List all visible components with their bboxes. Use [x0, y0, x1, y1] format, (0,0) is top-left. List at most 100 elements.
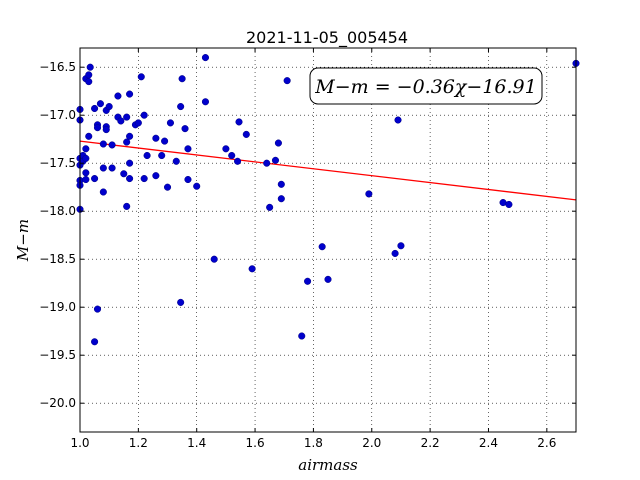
- data-point: [365, 190, 373, 198]
- data-point: [123, 113, 131, 121]
- data-point: [277, 180, 285, 188]
- data-point: [234, 157, 242, 165]
- x-tick-label: 2.4: [479, 436, 498, 450]
- data-point: [304, 277, 312, 285]
- data-point: [117, 117, 125, 125]
- data-point: [82, 169, 90, 177]
- data-point: [126, 159, 134, 167]
- data-point: [172, 157, 180, 165]
- data-point: [96, 100, 104, 108]
- data-point: [85, 71, 93, 79]
- x-tick-label: 1.2: [129, 436, 148, 450]
- data-point: [91, 104, 99, 113]
- data-point: [85, 78, 93, 86]
- x-tick-label: 2.0: [362, 436, 381, 450]
- y-tick-label: −19.0: [39, 300, 76, 314]
- data-point: [177, 103, 185, 111]
- data-point: [242, 130, 250, 138]
- data-point: [126, 175, 134, 183]
- data-point: [140, 175, 148, 183]
- data-point: [177, 298, 185, 306]
- y-tick-label: −19.5: [39, 348, 76, 362]
- data-point: [201, 98, 210, 106]
- data-point: [266, 203, 274, 211]
- data-point: [505, 200, 513, 209]
- data-point: [324, 275, 332, 283]
- data-point: [271, 156, 280, 164]
- data-point: [99, 140, 107, 148]
- data-point: [283, 77, 291, 85]
- data-point: [222, 145, 230, 153]
- data-point: [120, 170, 128, 178]
- x-tick-label: 2.2: [421, 436, 440, 450]
- data-point: [274, 139, 282, 147]
- data-point: [181, 125, 189, 133]
- data-point: [137, 73, 145, 81]
- data-point: [93, 305, 102, 313]
- x-tick-label: 1.4: [187, 436, 206, 450]
- data-point: [210, 255, 218, 263]
- data-point: [126, 90, 134, 98]
- data-point: [394, 116, 402, 124]
- data-point: [248, 265, 256, 273]
- data-point: [123, 202, 131, 210]
- fit-equation-text: M−m = −0.36χ−16.91: [314, 76, 536, 98]
- data-point: [108, 141, 116, 149]
- data-point: [298, 332, 306, 340]
- fit-line: [79, 140, 577, 201]
- data-point: [193, 182, 201, 190]
- data-point: [126, 132, 134, 140]
- x-tick-label: 1.8: [304, 436, 323, 450]
- data-point: [166, 119, 174, 127]
- data-point: [143, 151, 151, 160]
- y-tick-label: −18.5: [39, 252, 76, 266]
- data-point: [99, 188, 107, 196]
- chart-title: 2021-11-05_005454: [246, 28, 408, 48]
- fit-equation-box: M−m = −0.36χ−16.91: [309, 67, 543, 105]
- data-point: [114, 92, 122, 100]
- data-point: [318, 243, 326, 251]
- data-points: [76, 54, 580, 346]
- data-point: [277, 195, 285, 203]
- y-axis-label: M−m: [14, 219, 32, 262]
- x-tick-label: 1.0: [70, 436, 89, 450]
- data-point: [134, 119, 142, 127]
- data-point: [99, 164, 107, 172]
- y-tick-label: −18.0: [39, 204, 76, 218]
- grid-lines: [79, 48, 576, 432]
- data-point: [105, 103, 113, 111]
- data-point: [391, 249, 399, 257]
- plot-area-frame: [79, 47, 577, 433]
- data-point: [397, 242, 405, 250]
- data-point: [201, 54, 210, 62]
- data-point: [184, 145, 192, 153]
- data-point: [82, 145, 90, 153]
- data-point: [102, 126, 110, 134]
- data-point: [140, 111, 148, 119]
- data-point: [178, 75, 186, 83]
- y-tick-label: −16.5: [39, 60, 76, 74]
- data-point: [123, 138, 131, 146]
- data-point: [93, 124, 102, 132]
- data-point: [235, 118, 243, 126]
- data-point: [161, 137, 169, 145]
- data-point: [91, 338, 99, 346]
- data-point: [85, 132, 93, 140]
- data-point: [91, 175, 99, 183]
- data-point: [152, 134, 160, 142]
- data-point: [82, 154, 90, 162]
- data-point: [108, 164, 116, 172]
- x-axis-label: airmass: [298, 456, 358, 474]
- y-tick-label: −17.5: [39, 156, 76, 170]
- axis-ticks: 1.0 1.2 1.4 1.6 1.8 2.0 2.2 2.4 2.6 −16.5 −17.0 −17…: [39, 48, 576, 450]
- data-point: [152, 172, 160, 180]
- data-point: [158, 151, 166, 160]
- data-point: [228, 151, 236, 160]
- data-point: [184, 175, 192, 184]
- x-tick-label: 1.6: [246, 436, 265, 450]
- fit-line-group: [79, 140, 577, 201]
- data-point: [86, 63, 94, 71]
- x-tick-label: 2.6: [537, 436, 556, 450]
- data-point: [82, 175, 90, 184]
